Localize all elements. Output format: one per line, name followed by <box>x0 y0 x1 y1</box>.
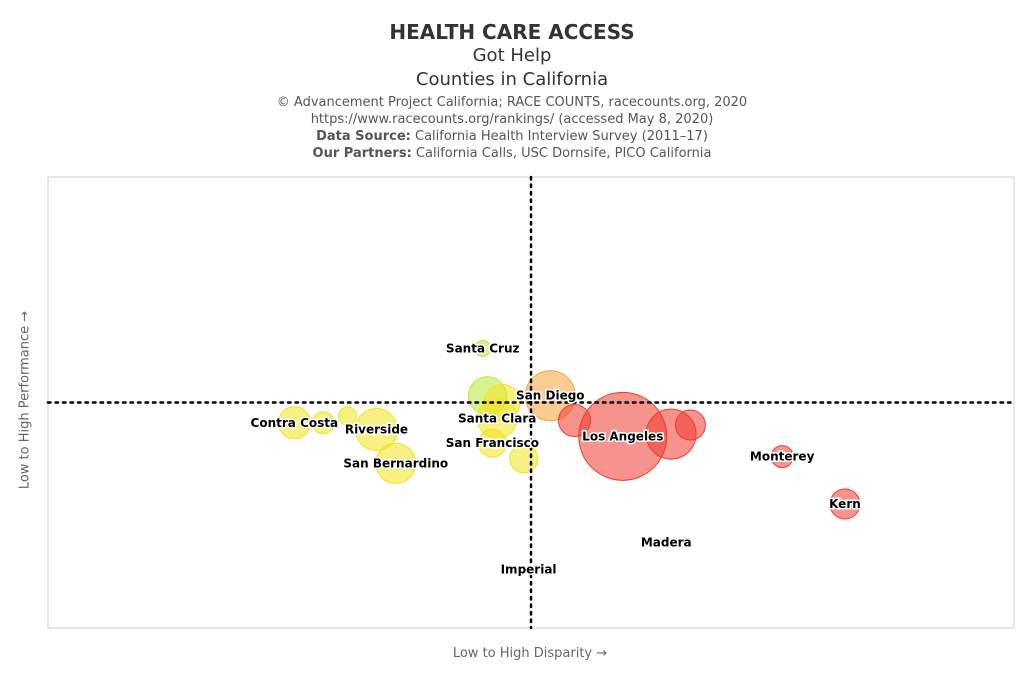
label-layer: Contra Costa Riverside San Bernardino Santa… <box>249 340 862 578</box>
bubble-san-diego[interactable] <box>524 370 576 422</box>
bubble-san-bernardino[interactable] <box>375 442 417 484</box>
data-source-line: Data Source: California Health Interview… <box>0 129 1024 144</box>
data-label-madera: Madera <box>641 535 692 549</box>
bubble-riverside[interactable] <box>354 408 398 452</box>
bubble-madera[interactable] <box>663 539 669 545</box>
bubble-county-3[interactable] <box>337 406 357 426</box>
chart-subtitle: Got Help <box>472 45 552 66</box>
bubble-kern[interactable] <box>829 488 861 520</box>
bubble-county-11[interactable] <box>509 444 539 474</box>
data-source-value: California Health Interview Survey (2011… <box>415 129 708 144</box>
chart-subtitle-geography: Counties in California <box>415 69 609 90</box>
bubble-monterey[interactable] <box>770 445 794 469</box>
bubble-county-2[interactable] <box>311 411 335 435</box>
data-label-imperial: Imperial <box>501 562 557 576</box>
bubble-santa-cruz[interactable] <box>474 339 492 357</box>
data-label-contra-costa: Contra Costa <box>251 416 339 430</box>
data-label-los-angeles: Los Angeles <box>582 429 663 443</box>
data-label-san-diego: San Diego <box>516 389 585 403</box>
data-label-monterey: Monterey <box>750 450 815 464</box>
chart-title: HEALTH CARE ACCESS <box>389 20 635 44</box>
data-label-riverside: Riverside <box>345 423 408 437</box>
bubble-san-francisco[interactable] <box>477 428 507 458</box>
bubble-layer <box>277 339 861 572</box>
credit-line: © Advancement Project California; RACE C… <box>276 95 748 110</box>
x-axis-label: Low to High Disparity → <box>452 646 608 661</box>
data-label-san-bernardino: San Bernardino <box>343 456 448 470</box>
partners-value: California Calls, USC Dornsife, PICO Cal… <box>415 146 712 161</box>
data-label-san-francisco: San Francisco <box>446 436 539 450</box>
partners-label: Our Partners: <box>312 146 412 161</box>
data-source-label: Data Source: <box>316 129 411 144</box>
bubble-county-16[interactable] <box>674 409 706 441</box>
data-label-santa-cruz: Santa Cruz <box>446 341 520 355</box>
y-axis-label: Low to High Performance → <box>17 310 33 490</box>
url-line: https://www.racecounts.org/rankings/ (ac… <box>310 112 714 127</box>
data-label-kern: Kern <box>829 497 861 511</box>
bubble-contra-costa[interactable] <box>277 406 311 440</box>
partners-line: Our Partners: California Calls, USC Dorn… <box>0 146 1024 161</box>
data-label-santa-clara: Santa Clara <box>458 411 536 425</box>
